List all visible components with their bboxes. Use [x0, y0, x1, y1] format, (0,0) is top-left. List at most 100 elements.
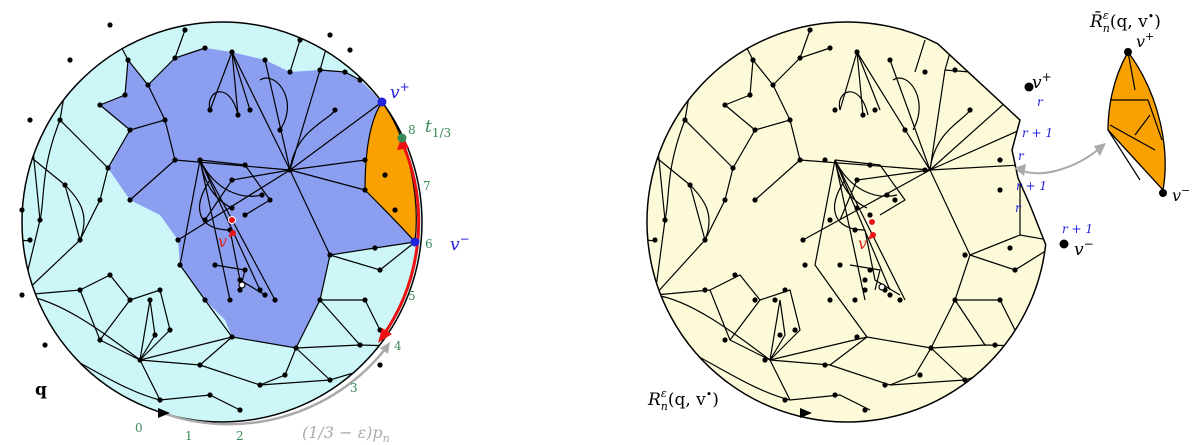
vertex-dot: [827, 217, 833, 223]
vertex-dot: [967, 107, 973, 113]
right-disk: [646, 21, 1047, 423]
vertex-dot: [37, 217, 43, 223]
vertex-dot: [797, 157, 803, 163]
vertex-dot: [172, 157, 178, 163]
vertex-dot: [235, 112, 241, 118]
vertex-dot: [212, 262, 218, 268]
vertex-dot: [237, 277, 243, 283]
vertex-dot: [997, 157, 1003, 163]
vertex-dot: [902, 127, 908, 133]
vertex-dot: [822, 157, 828, 163]
vertex-dot: [287, 167, 293, 173]
vertex-dot: [197, 157, 203, 163]
vertex-dot: [997, 297, 1003, 303]
vertex-dot: [105, 165, 111, 171]
vertex-dot: [237, 407, 243, 413]
right-v-dot-vertex: [868, 218, 876, 226]
label-v-plus: v+: [390, 80, 410, 103]
vertex-dot: [962, 252, 968, 258]
vertex-dot: [167, 327, 173, 333]
vertex-dot: [800, 237, 806, 243]
vertex-dot: [917, 372, 923, 378]
v-dot-vertex: [228, 216, 236, 224]
vertex-dot: [797, 55, 803, 61]
left-map: q v+ v− t1/3 v• 0 1 2 3 4 5 6 7 8 (1/3 − ε)pn: [19, 21, 470, 445]
hull-v-minus-vertex: [1159, 189, 1167, 197]
right-v-minus-vertex: [1059, 239, 1069, 249]
detached-hull: [1107, 50, 1166, 192]
vertex-dot: [19, 207, 25, 213]
vertex-dot: [372, 245, 378, 251]
vertex-dot: [152, 332, 158, 338]
vertex-dot: [257, 287, 263, 293]
vertex-dot: [392, 207, 398, 213]
vertex-dot: [922, 69, 928, 75]
vertex-dot: [752, 197, 758, 203]
vertex-dot: [77, 287, 83, 293]
vertex-dot: [992, 342, 998, 348]
vertex-dot: [887, 57, 893, 63]
vertex-dot: [202, 45, 208, 51]
vertex-dot: [822, 362, 828, 368]
r-label: r + 1: [1016, 179, 1047, 193]
vertex-dot: [852, 297, 858, 303]
boundary-number: 2: [236, 429, 244, 443]
vertex-dot: [19, 292, 25, 298]
vertex-dot: [125, 57, 131, 63]
vertex-dot: [67, 57, 73, 63]
vertex-dot: [237, 287, 243, 293]
vertex-dot: [807, 27, 813, 33]
vertex-dot: [854, 205, 860, 211]
vertex-dot: [282, 372, 288, 378]
vertex-dot: [229, 177, 235, 183]
r-labels: r r + 1 r r + 1 r r + 1: [1015, 95, 1093, 236]
vertex-dot: [229, 205, 235, 211]
vertex-dot: [732, 272, 738, 278]
hull-v-plus-vertex: [1124, 48, 1132, 56]
red-arrow-top: [397, 135, 409, 150]
vertex-dot: [862, 407, 868, 413]
vertex-dot: [852, 227, 858, 233]
vertex-dot: [297, 37, 303, 43]
vertex-dot: [229, 334, 235, 340]
v-minus-vertex: [410, 237, 420, 247]
hull-label: R̄ε n(q, v•): [1089, 9, 1161, 35]
vertex-dot: [827, 45, 833, 51]
vertex-dot: [832, 107, 838, 113]
vertex-dot: [782, 397, 788, 403]
vertex-dot: [1007, 245, 1013, 251]
vertex-dot: [227, 297, 233, 303]
r-label: r + 1: [1062, 222, 1093, 236]
r-label: r: [1037, 95, 1044, 109]
gray-arrow-right: [1094, 143, 1106, 156]
vertex-dot: [827, 297, 833, 303]
vertex-dot: [259, 192, 265, 198]
boundary-number: 1: [185, 429, 193, 443]
gray-arrow-left: [1014, 164, 1026, 176]
vertex-dot: [182, 27, 188, 33]
vertex-dot: [202, 217, 208, 223]
right-v-plus-vertex: [1024, 82, 1034, 92]
vertex-dot: [175, 237, 181, 243]
vertex-dot: [97, 337, 103, 343]
vertex-dot: [962, 377, 968, 383]
right-vertices: [652, 27, 1018, 413]
vertex-dot: [722, 197, 728, 203]
vertex-dot: [860, 112, 866, 118]
red-arrow-bottom: [378, 328, 392, 343]
gray-arrow-tip: [380, 342, 390, 354]
vertex-dot: [262, 292, 268, 298]
label-v-dot: v•: [218, 230, 234, 251]
vertex-dot: [342, 69, 348, 75]
vertex-dot: [327, 32, 333, 38]
r-label: r + 1: [1022, 126, 1053, 140]
vertex-dot: [242, 212, 248, 218]
vertex-dot: [887, 292, 893, 298]
r-label: r: [1015, 201, 1022, 215]
vertex-dot: [854, 177, 860, 183]
right-hole-vertex: [878, 283, 886, 291]
vertex-dot: [897, 297, 903, 303]
right-label-v-plus: v+: [1032, 70, 1052, 93]
vertex-dot: [145, 82, 151, 88]
